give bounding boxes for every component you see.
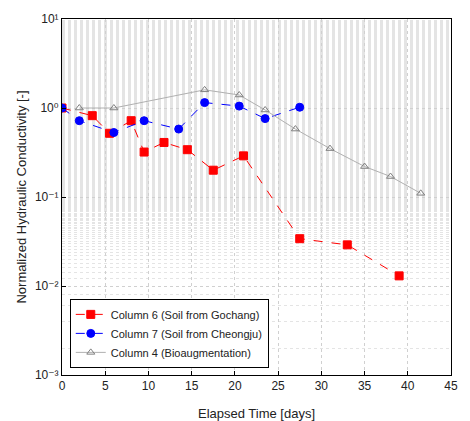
svg-text:5: 5 xyxy=(102,379,109,393)
svg-text:30: 30 xyxy=(315,379,329,393)
svg-text:10⁻²: 10⁻² xyxy=(35,279,59,293)
svg-text:Column 4 (Bioaugmentation): Column 4 (Bioaugmentation) xyxy=(111,347,251,359)
svg-text:15: 15 xyxy=(185,379,199,393)
svg-text:35: 35 xyxy=(358,379,372,393)
svg-text:25: 25 xyxy=(271,379,285,393)
svg-text:Column 6 (Soil from Gochang): Column 6 (Soil from Gochang) xyxy=(111,309,260,321)
svg-text:40: 40 xyxy=(401,379,415,393)
svg-text:10⁰: 10⁰ xyxy=(40,101,58,115)
svg-text:0: 0 xyxy=(59,379,66,393)
svg-text:10⁻¹: 10⁻¹ xyxy=(35,190,59,204)
svg-text:Column 7 (Soil from Cheongju): Column 7 (Soil from Cheongju) xyxy=(111,328,262,340)
svg-text:10: 10 xyxy=(142,379,156,393)
svg-text:Normalized Hydraulic Conductiv: Normalized Hydraulic Conductivity [-] xyxy=(14,90,29,303)
svg-text:20: 20 xyxy=(228,379,242,393)
svg-text:10⁻³: 10⁻³ xyxy=(35,368,59,382)
svg-text:10¹: 10¹ xyxy=(41,12,58,26)
svg-text:Elapsed Time [days]: Elapsed Time [days] xyxy=(198,406,315,421)
svg-text:45: 45 xyxy=(444,379,458,393)
